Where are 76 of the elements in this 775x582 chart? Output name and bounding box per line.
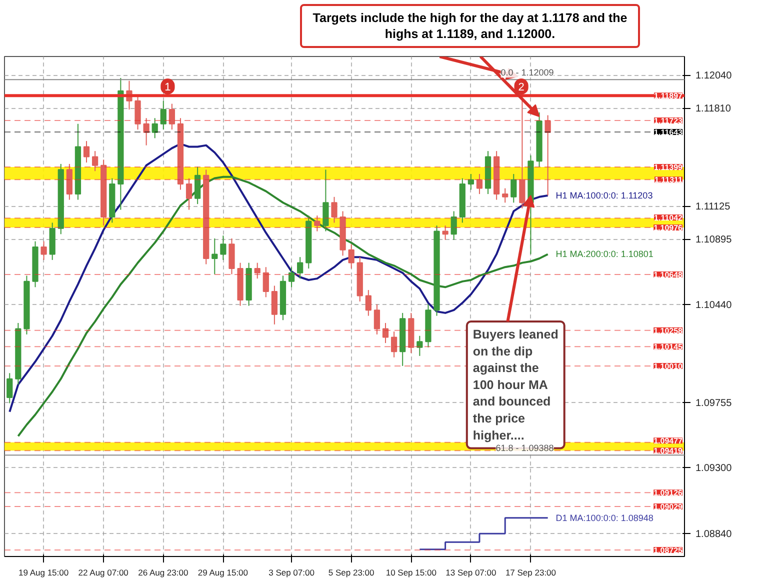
candlestick bbox=[134, 94, 141, 130]
candlestick bbox=[476, 173, 483, 195]
ref-line-label: 1.10648 bbox=[654, 270, 684, 280]
candlestick bbox=[314, 215, 320, 232]
candlestick bbox=[502, 188, 508, 204]
y-tick-label: 1.11125 bbox=[696, 202, 731, 213]
candlestick bbox=[152, 118, 158, 139]
annotation: 61.8 - 1.09388 bbox=[496, 443, 554, 454]
annotation: 2 bbox=[518, 82, 524, 94]
y-tick-label: 1.08840 bbox=[696, 529, 732, 540]
candlestick bbox=[262, 266, 269, 298]
annotation: Buyers leaned on the dip against the 100 hour MA and bounced the price higher.... bbox=[472, 328, 558, 442]
ref-line-label: 1.10145 bbox=[654, 342, 684, 352]
y-tick-label: 1.10440 bbox=[696, 300, 732, 311]
y-tick-label: 1.11810 bbox=[696, 104, 732, 115]
candlestick bbox=[450, 210, 457, 240]
ref-line-label: 1.11897 bbox=[654, 92, 684, 101]
candlestick bbox=[168, 103, 175, 130]
x-tick-label: 26 Aug 23:00 bbox=[138, 568, 188, 578]
y-tick-label: 1.09755 bbox=[696, 398, 732, 409]
candlestick bbox=[271, 285, 278, 325]
ref-line-label: 1.11042 bbox=[654, 214, 684, 223]
candlestick bbox=[92, 150, 98, 172]
ref-line-label: 1.11643 bbox=[654, 128, 684, 137]
ref-line-label: 1.09477 bbox=[654, 436, 684, 446]
series-label: D1 MA:100:0:0: 1.08948 bbox=[556, 512, 654, 523]
candlestick bbox=[194, 166, 201, 205]
candlestick bbox=[220, 235, 226, 260]
candlestick bbox=[143, 118, 150, 146]
candlestick bbox=[160, 100, 166, 130]
candlestick bbox=[442, 225, 448, 240]
annotation: 1 bbox=[164, 82, 171, 94]
x-tick-label: 22 Aug 07:00 bbox=[78, 568, 129, 578]
x-tick-label: 17 Sep 23:00 bbox=[505, 568, 556, 578]
x-tick-label: 13 Sep 07:00 bbox=[446, 568, 496, 578]
x-tick-label: 19 Aug 15:00 bbox=[18, 568, 69, 578]
ref-line-label: 1.11311 bbox=[654, 176, 684, 185]
ref-line-label: 1.11723 bbox=[654, 116, 684, 126]
ref-line-label: 1.08725 bbox=[654, 546, 684, 556]
series-label: H1 MA:200:0:0: 1.10801 bbox=[556, 249, 654, 260]
candlestick bbox=[186, 178, 192, 210]
candlestick bbox=[365, 290, 372, 316]
candlestick bbox=[374, 304, 380, 335]
ref-line-label: 1.09029 bbox=[654, 502, 684, 512]
candlestick bbox=[390, 331, 398, 358]
ref-line-label: 1.10010 bbox=[654, 362, 684, 371]
candlestick bbox=[348, 244, 354, 270]
candlestick bbox=[40, 240, 47, 260]
annotation: 0.0 - 1.12009 bbox=[500, 68, 554, 78]
ref-line-label: 1.09419 bbox=[654, 446, 684, 456]
y-tick-label: 1.10895 bbox=[696, 234, 732, 246]
ref-line-label: 1.09126 bbox=[654, 488, 684, 498]
ref-line-label: 1.10976 bbox=[654, 224, 684, 233]
candlestick bbox=[382, 322, 389, 344]
candlestick bbox=[212, 238, 218, 275]
series-label: H1 MA:100:0:0: 1.11203 bbox=[556, 190, 653, 200]
candlestick bbox=[288, 266, 295, 288]
candlestick bbox=[510, 173, 517, 204]
x-tick-label: 3 Sep 07:00 bbox=[268, 568, 315, 578]
candlestick bbox=[83, 140, 90, 164]
x-tick-label: 29 Aug 15:00 bbox=[198, 568, 248, 578]
candlestick bbox=[544, 114, 551, 196]
candlestick bbox=[6, 372, 13, 404]
text: Targets include the high for the day at 1.1178 and the highs at 1.1189, and 1.12000. bbox=[312, 10, 628, 42]
candlestick bbox=[331, 196, 338, 224]
candlestick bbox=[416, 335, 423, 356]
ref-line-label: 1.10258 bbox=[654, 326, 684, 336]
ref-line-label: 1.11399 bbox=[654, 162, 684, 172]
candlestick bbox=[322, 169, 329, 232]
y-tick-label: 1.12040 bbox=[696, 70, 732, 82]
y-tick-label: 1.09300 bbox=[696, 463, 732, 474]
candlestick bbox=[468, 173, 474, 190]
candlestick bbox=[297, 256, 304, 280]
candlestick bbox=[254, 262, 260, 280]
x-tick-label: 5 Sep 23:00 bbox=[328, 568, 375, 578]
x-tick-label: 10 Sep 15:00 bbox=[386, 568, 437, 578]
